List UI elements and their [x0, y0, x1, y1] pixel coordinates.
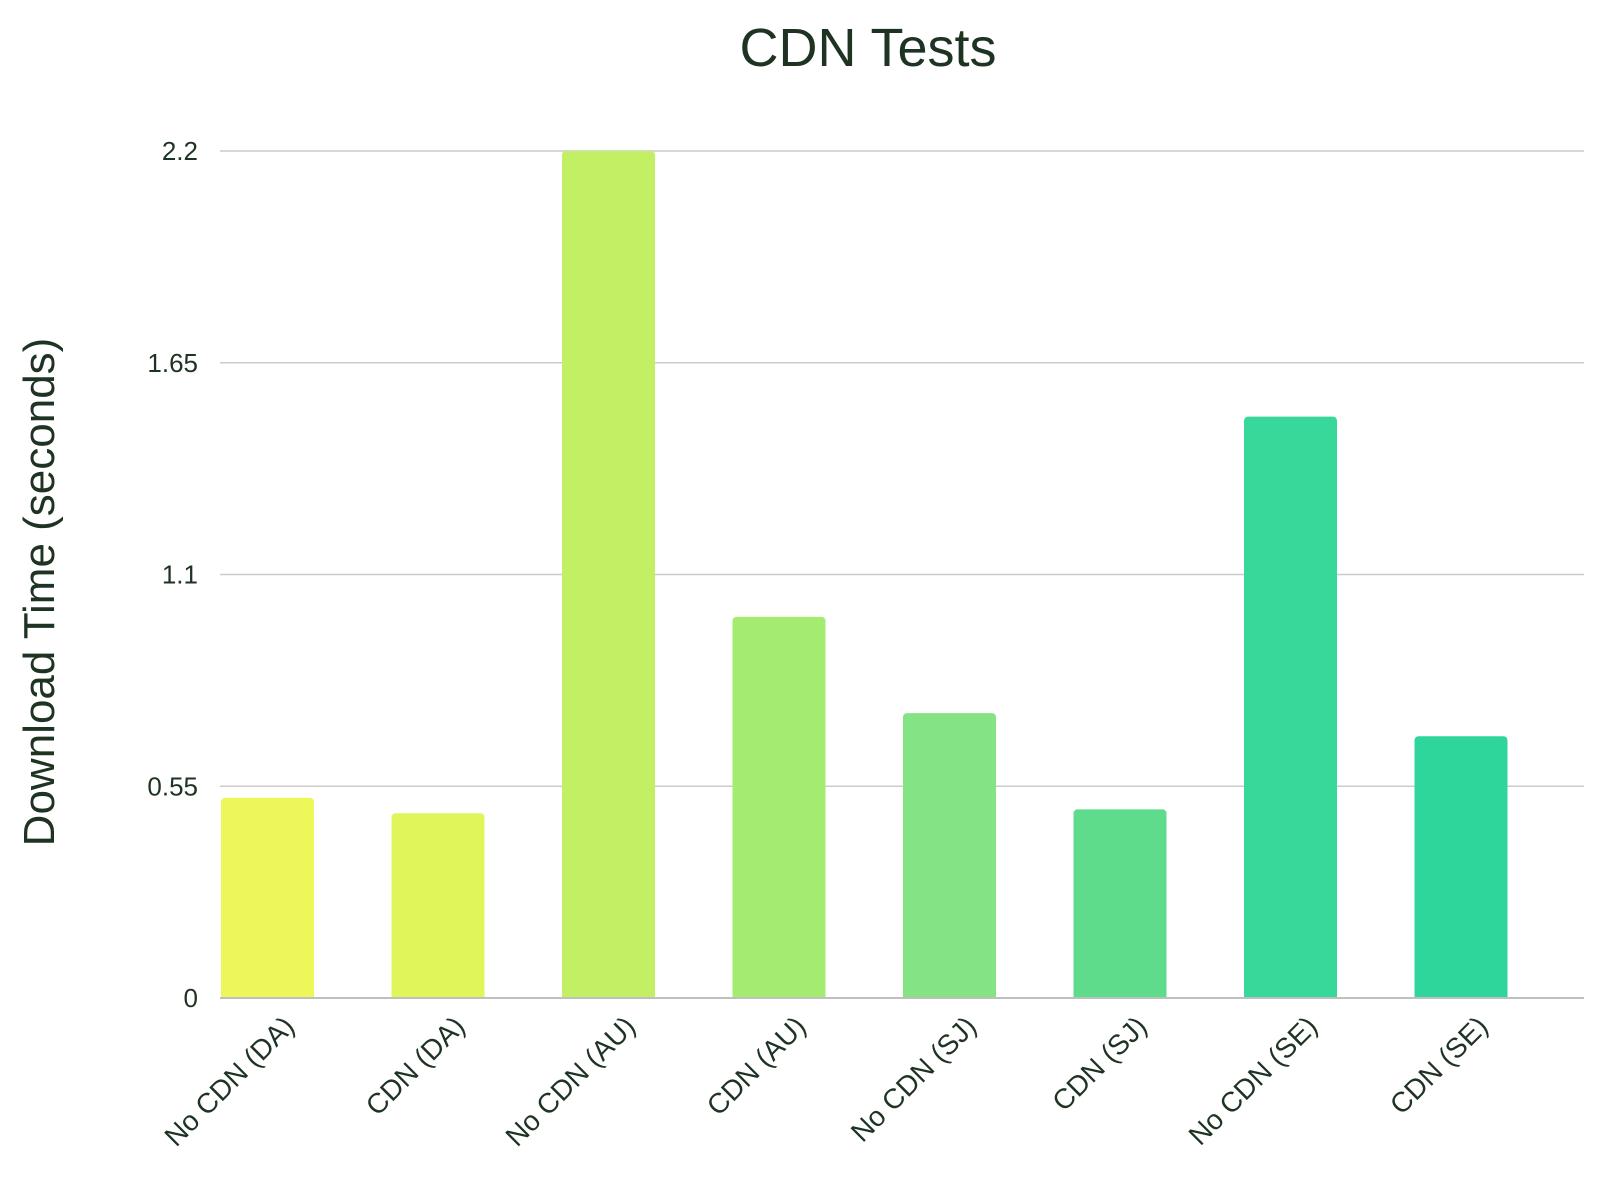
y-tick-label: 0.55 — [147, 771, 198, 801]
bar-6 — [1244, 416, 1337, 998]
x-tick-label: CDN (AU) — [701, 1010, 812, 1121]
bar-5 — [1073, 809, 1167, 998]
bar-base-2 — [562, 992, 655, 998]
y-tick-label: 2.2 — [162, 136, 198, 166]
y-axis-ticks: 0 0.55 1.1 1.65 2.2 — [147, 136, 198, 1013]
bar-3 — [732, 616, 826, 998]
x-tick-label: CDN (DA) — [360, 1010, 471, 1121]
bar-base-5 — [1073, 992, 1167, 998]
chart-title: CDN Tests — [739, 18, 996, 78]
bar-0 — [221, 797, 314, 998]
bar-base-4 — [903, 992, 996, 998]
x-axis-ticks: No CDN (DA) CDN (DA) No CDN (AU) CDN (AU) No… — [158, 1010, 1493, 1152]
x-tick-label: CDN (SJ) — [1046, 1010, 1153, 1117]
y-tick-label: 1.65 — [147, 348, 198, 378]
x-tick-label: CDN (SE) — [1384, 1010, 1494, 1120]
bar-base-1 — [391, 992, 485, 998]
bar-1 — [391, 813, 485, 998]
x-tick-label: No CDN (DA) — [158, 1010, 300, 1152]
y-tick-label: 1.1 — [162, 560, 198, 590]
y-tick-label: 0 — [184, 983, 198, 1013]
bar-base-6 — [1244, 992, 1337, 998]
bar-2 — [562, 151, 655, 998]
x-tick-label: No CDN (AU) — [499, 1010, 641, 1152]
x-tick-label: No CDN (SE) — [1183, 1010, 1324, 1151]
bar-4 — [903, 713, 996, 998]
gridlines — [220, 150, 1584, 787]
bar-base-0 — [221, 992, 314, 998]
bars — [221, 151, 1508, 998]
x-tick-label: No CDN (SJ) — [845, 1010, 982, 1147]
y-axis-label: Download Time (seconds) — [15, 338, 64, 847]
bar-base-3 — [732, 992, 826, 998]
bar-7 — [1414, 736, 1508, 998]
bar-base-7 — [1414, 992, 1508, 998]
